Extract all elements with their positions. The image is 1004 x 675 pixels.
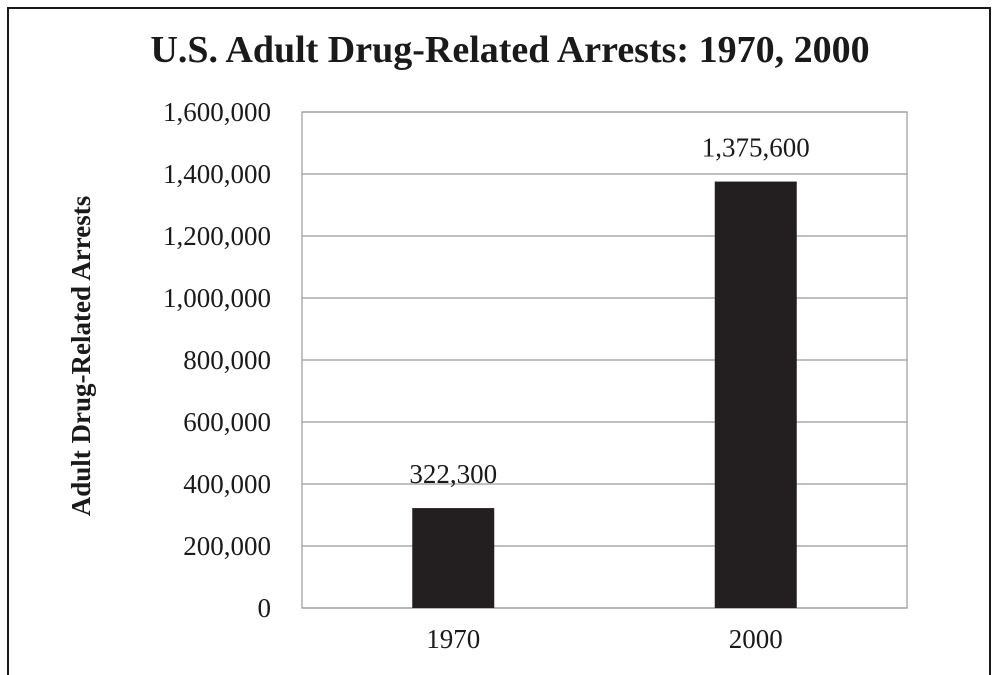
y-tick-label: 400,000 xyxy=(183,469,271,499)
y-axis-label: Adult Drug-Related Arrests xyxy=(66,196,96,516)
plot-area: 0 200,000 400,000 600,000 800,000 1,000,000 1,… xyxy=(163,97,908,654)
data-label: 1,375,600 xyxy=(702,133,810,163)
chart-frame xyxy=(7,7,991,675)
chart-title: U.S. Adult Drug-Related Arrests: 1970, 2… xyxy=(150,29,869,71)
bar-1970 xyxy=(412,508,495,608)
y-tick-label: 800,000 xyxy=(183,345,271,375)
x-tick-label: 1970 xyxy=(426,624,480,654)
y-tick-label: 1,000,000 xyxy=(163,283,271,313)
y-tick-label: 1,400,000 xyxy=(163,159,271,189)
bar-2000 xyxy=(714,181,797,608)
plot-border xyxy=(301,111,908,609)
y-tick-label: 600,000 xyxy=(183,407,271,437)
x-tick-label: 2000 xyxy=(729,624,783,654)
y-tick-label: 0 xyxy=(258,593,272,623)
y-tick-label: 1,600,000 xyxy=(163,97,271,127)
y-tick-label: 200,000 xyxy=(183,531,271,561)
y-tick-label: 1,200,000 xyxy=(163,221,271,251)
data-label: 322,300 xyxy=(409,459,497,489)
